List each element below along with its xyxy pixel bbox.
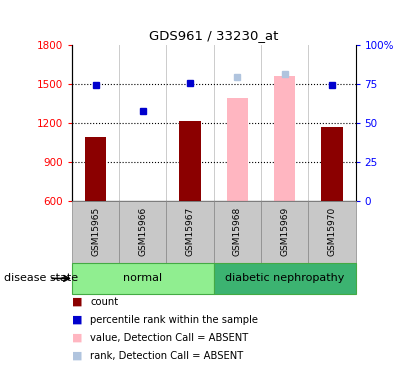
Text: ■: ■ [72, 315, 83, 325]
Bar [119, 201, 166, 262]
Title: GDS961 / 33230_at: GDS961 / 33230_at [149, 30, 278, 42]
Text: GSM15970: GSM15970 [328, 207, 336, 256]
Text: GSM15967: GSM15967 [186, 207, 194, 256]
Text: disease state: disease state [4, 273, 78, 284]
Text: ■: ■ [72, 333, 83, 343]
Bar [214, 201, 261, 262]
Text: GSM15969: GSM15969 [280, 207, 289, 256]
Bar [261, 201, 308, 262]
Text: normal: normal [123, 273, 162, 284]
Text: rank, Detection Call = ABSENT: rank, Detection Call = ABSENT [90, 351, 244, 361]
Bar [166, 201, 214, 262]
Text: percentile rank within the sample: percentile rank within the sample [90, 315, 259, 325]
Text: value, Detection Call = ABSENT: value, Detection Call = ABSENT [90, 333, 249, 343]
Bar [72, 201, 119, 262]
Text: ■: ■ [72, 297, 83, 307]
Bar [72, 262, 214, 294]
Text: count: count [90, 297, 118, 307]
Bar [214, 262, 356, 294]
Bar [227, 98, 248, 201]
Bar [274, 76, 295, 201]
Bar [308, 201, 356, 262]
Bar [85, 137, 106, 201]
Text: diabetic nephropathy: diabetic nephropathy [225, 273, 344, 284]
Text: GSM15966: GSM15966 [139, 207, 147, 256]
Bar [321, 128, 342, 201]
Text: ■: ■ [72, 351, 83, 361]
Text: GSM15965: GSM15965 [91, 207, 100, 256]
Bar [180, 121, 201, 201]
Text: GSM15968: GSM15968 [233, 207, 242, 256]
